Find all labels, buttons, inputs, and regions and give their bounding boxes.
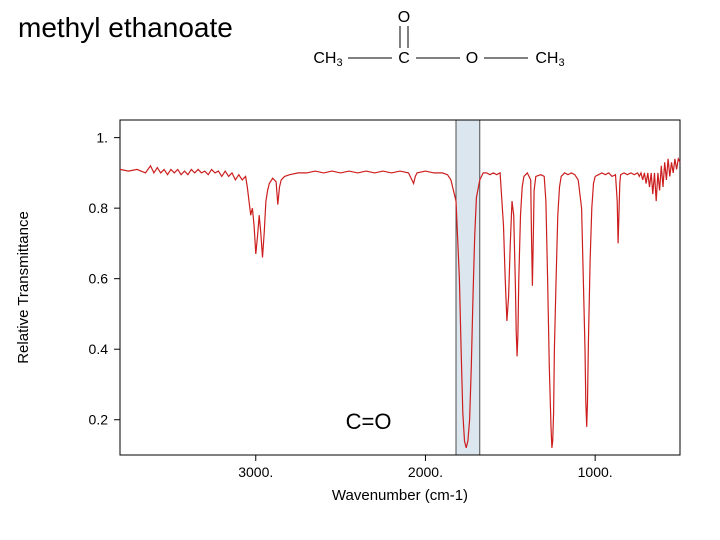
svg-text:Relative Transmittance: Relative Transmittance [15, 211, 32, 364]
svg-text:0.4: 0.4 [89, 341, 109, 357]
molecule-structure: CH3 C O O CH3 [300, 8, 580, 78]
peak-annotation: C=O [346, 409, 392, 435]
page-title: methyl ethanoate [18, 12, 233, 44]
chart-canvas: 0.2 0.4 0.6 0.8 1. 3000. 2000. 1000. Wavenumber … [0, 95, 720, 525]
atom-ch3-right: CH3 [535, 50, 564, 69]
svg-text:1000.: 1000. [578, 464, 613, 480]
svg-text:0.8: 0.8 [89, 200, 109, 216]
svg-text:2000.: 2000. [408, 464, 443, 480]
atom-o-top: O [398, 9, 410, 26]
atom-o-mid: O [466, 50, 478, 67]
ir-spectrum-chart: 0.2 0.4 0.6 0.8 1. 3000. 2000. 1000. Wavenumber … [0, 95, 720, 525]
svg-text:0.2: 0.2 [89, 412, 109, 428]
atom-c: C [398, 50, 410, 67]
svg-text:3000.: 3000. [238, 464, 273, 480]
svg-text:1.: 1. [96, 130, 108, 146]
svg-text:Wavenumber (cm-1): Wavenumber (cm-1) [332, 487, 468, 504]
atom-ch3-left: CH3 [313, 50, 342, 69]
svg-text:0.6: 0.6 [89, 271, 109, 287]
